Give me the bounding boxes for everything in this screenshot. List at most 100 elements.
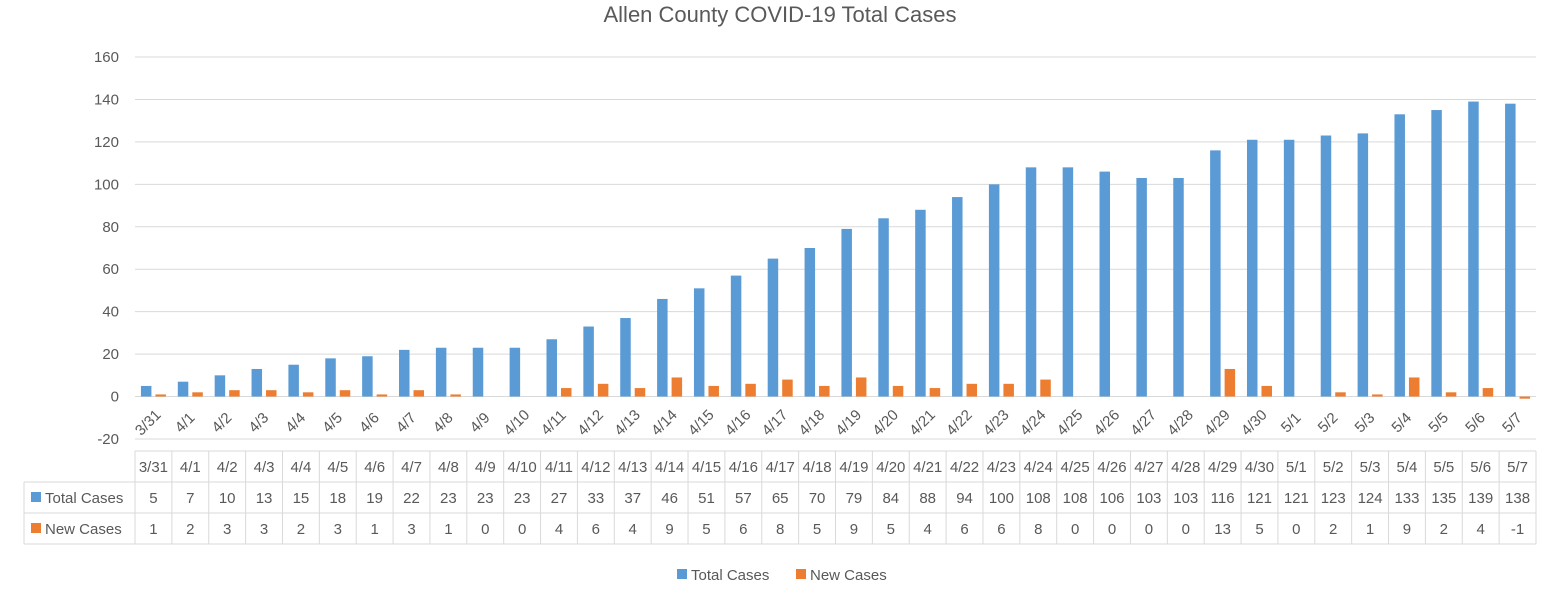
x-tick-label: 5/2 <box>1315 409 1342 436</box>
table-value-cell: 0 <box>1182 521 1190 538</box>
bar-total-cases <box>915 209 926 397</box>
x-tick-label: 4/11 <box>538 407 570 439</box>
bar-new-cases <box>413 390 425 397</box>
table-header-cell: 4/24 <box>1024 459 1053 476</box>
y-tick-label: 40 <box>102 304 119 321</box>
table-header-cell: 4/15 <box>692 459 721 476</box>
table-value-cell: 23 <box>477 490 494 507</box>
x-tick-label: 4/4 <box>282 409 309 436</box>
table-value-cell: 70 <box>809 490 826 507</box>
bar-total-cases <box>841 228 852 397</box>
y-tick-label: 160 <box>94 49 119 66</box>
table-header-cell: 4/19 <box>839 459 868 476</box>
table-header-cell: 4/28 <box>1171 459 1200 476</box>
table-header-cell: 4/11 <box>545 459 573 476</box>
bar-total-cases <box>325 358 336 397</box>
x-tick-label: 4/6 <box>356 409 383 436</box>
bar-new-cases <box>1335 392 1346 397</box>
table-value-cell: 100 <box>989 490 1014 507</box>
table-row-label: New Cases <box>45 521 122 538</box>
x-tick-label: 3/31 <box>132 406 165 439</box>
table-value-cell: 84 <box>882 490 899 507</box>
table-header-cell: 4/13 <box>618 459 647 476</box>
x-tick-label: 4/16 <box>722 406 755 439</box>
x-tick-label: 4/23 <box>980 406 1013 439</box>
bar-new-cases <box>302 392 314 397</box>
table-value-cell: 88 <box>919 490 936 507</box>
x-tick-label: 5/4 <box>1388 409 1415 436</box>
table-header-cell: 4/10 <box>508 459 537 476</box>
bar-new-cases <box>966 383 978 397</box>
bar-new-cases <box>1261 385 1272 397</box>
bar-total-cases <box>1246 139 1258 397</box>
table-value-cell: 3 <box>407 521 415 538</box>
bar-total-cases <box>435 347 447 397</box>
x-tick-label: 4/24 <box>1017 406 1050 439</box>
table-value-cell: -1 <box>1511 521 1524 538</box>
table-value-cell: 133 <box>1394 490 1419 507</box>
bar-new-cases <box>1482 388 1494 397</box>
x-axis-tick-labels: 3/31 4/1 4/2 4/3 4/4 4/5 4/6 4/7 4/8 4/9 4/10 4/11 4… <box>132 406 1526 439</box>
x-tick-label: 4/8 <box>430 409 457 436</box>
table-value-cell: 0 <box>1071 521 1079 538</box>
table-value-cell: 65 <box>772 490 789 507</box>
bar-total-cases <box>1468 101 1479 397</box>
x-tick-label: 5/7 <box>1499 409 1526 436</box>
table-header-cell: 4/22 <box>950 459 979 476</box>
table-value-cell: 108 <box>1063 490 1088 507</box>
table-value-cell: 121 <box>1247 490 1272 507</box>
bar-total-cases <box>399 349 410 397</box>
table-header-cell: 4/3 <box>254 459 275 476</box>
x-tick-label: 4/20 <box>869 406 902 439</box>
bar-new-cases <box>192 392 203 397</box>
table-header-cell: 4/14 <box>655 459 684 476</box>
table-value-cell: 9 <box>1403 521 1411 538</box>
bar-new-cases <box>708 385 719 397</box>
bar-total-cases <box>1136 177 1147 397</box>
table-value-cell: 5 <box>887 521 895 538</box>
bar-total-cases <box>693 288 705 397</box>
table-value-cell: 9 <box>665 521 673 538</box>
table-header-cell: 4/6 <box>364 459 385 476</box>
table-header-cell: 4/18 <box>802 459 831 476</box>
table-value-cell: 4 <box>629 521 637 538</box>
y-tick-label: -20 <box>97 431 119 448</box>
table-value-cell: 1 <box>444 521 452 538</box>
legend-label: New Cases <box>810 567 887 584</box>
table-key-total-cases <box>31 492 41 502</box>
table-value-cell: 5 <box>813 521 821 538</box>
x-tick-label: 4/30 <box>1238 406 1271 439</box>
bar-new-cases <box>671 377 683 397</box>
bar-new-cases <box>229 390 240 397</box>
bar-new-cases <box>929 388 941 397</box>
bar-total-cases <box>214 375 226 397</box>
bar-total-cases <box>251 368 263 397</box>
bar-new-cases <box>745 383 756 397</box>
bar-total-cases <box>1505 103 1516 397</box>
bar-new-cases <box>1445 392 1457 397</box>
bar-total-cases <box>1394 114 1405 397</box>
bar-new-cases <box>855 377 867 397</box>
x-tick-label: 5/3 <box>1352 409 1379 436</box>
bar-total-cases <box>509 347 521 397</box>
table-header-cell: 4/9 <box>475 459 496 476</box>
x-tick-label: 4/9 <box>467 409 494 436</box>
table-value-cell: 27 <box>551 490 568 507</box>
bar-new-cases <box>1408 377 1420 397</box>
bar-total-cases <box>546 339 557 397</box>
table-header-cell: 4/4 <box>290 459 311 476</box>
bar-new-cases <box>1040 379 1051 397</box>
table-value-cell: 8 <box>1034 521 1042 538</box>
chart-title: Allen County COVID-19 Total Cases <box>604 2 957 27</box>
x-tick-label: 4/17 <box>759 406 792 439</box>
table-header-cell: 5/1 <box>1286 459 1307 476</box>
bar-total-cases <box>1357 133 1369 397</box>
bar-new-cases <box>597 383 609 397</box>
table-value-cell: 135 <box>1431 490 1456 507</box>
table-value-cell: 2 <box>1440 521 1448 538</box>
bar-total-cases <box>472 347 484 397</box>
y-tick-label: 0 <box>111 389 119 406</box>
y-tick-label: 80 <box>102 219 119 236</box>
table-value-cell: 116 <box>1211 490 1235 507</box>
